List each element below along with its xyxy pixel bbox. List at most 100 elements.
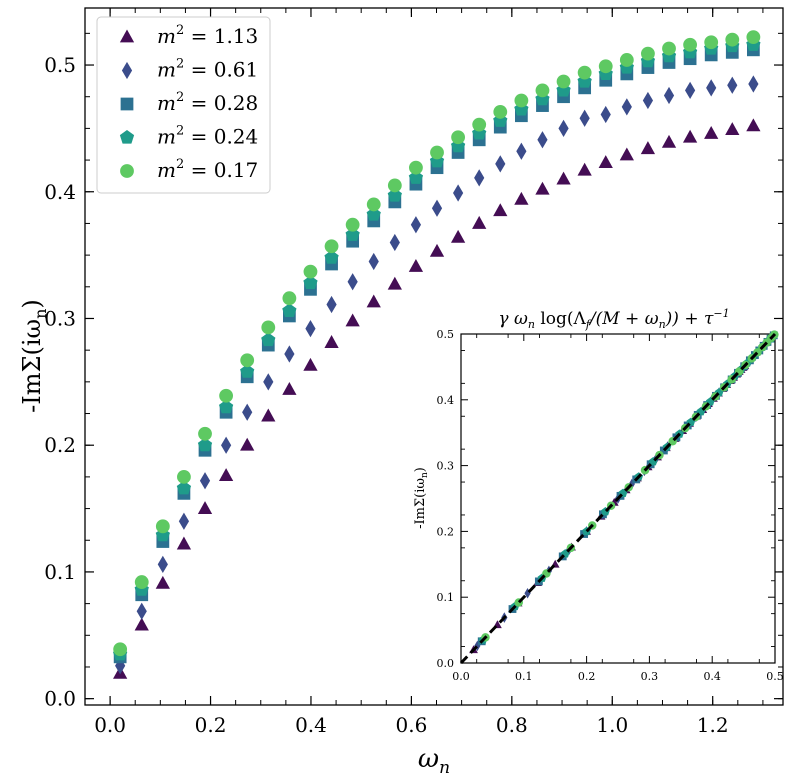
data-point xyxy=(387,276,402,290)
data-point xyxy=(134,575,149,589)
data-point xyxy=(218,468,234,482)
data-point xyxy=(577,162,592,176)
data-point xyxy=(663,86,675,105)
data-point xyxy=(451,130,466,145)
data-point xyxy=(704,35,719,50)
data-point xyxy=(155,519,170,534)
main-x-tick-label: 0.8 xyxy=(496,713,528,737)
data-point xyxy=(706,79,717,97)
inset-data-point xyxy=(628,478,635,490)
data-point xyxy=(514,93,529,108)
inset-y-tick-label: 0.1 xyxy=(437,591,455,604)
data-point xyxy=(324,335,339,348)
data-point xyxy=(725,122,740,136)
data-point xyxy=(600,105,611,124)
data-point xyxy=(134,617,149,631)
inset-x-tick-label: 0.0 xyxy=(452,670,470,683)
data-point xyxy=(305,319,316,338)
data-point xyxy=(453,184,464,202)
main-x-tick-label: 0.6 xyxy=(395,713,427,737)
data-point xyxy=(409,160,423,175)
legend-label: m2 = 0.61 xyxy=(157,57,258,82)
data-point xyxy=(704,125,719,139)
main-y-tick-label: 0.0 xyxy=(44,687,76,711)
data-point xyxy=(683,37,698,52)
data-point xyxy=(662,41,676,56)
data-point xyxy=(535,83,550,98)
data-point xyxy=(303,264,318,279)
data-point xyxy=(619,53,634,67)
data-point xyxy=(556,171,571,185)
main-x-tick-label: 0.4 xyxy=(295,713,327,737)
data-point xyxy=(178,512,190,530)
data-point xyxy=(642,91,654,110)
data-point xyxy=(261,408,276,422)
inset-x-tick-label: 0.2 xyxy=(578,670,596,683)
data-point xyxy=(157,555,168,573)
data-point xyxy=(474,169,485,187)
data-point xyxy=(619,147,634,161)
data-point xyxy=(410,216,422,234)
data-point xyxy=(537,131,548,149)
data-point xyxy=(368,252,379,271)
data-point xyxy=(197,501,213,514)
legend-label: m2 = 0.24 xyxy=(157,124,258,149)
data-point xyxy=(640,141,656,155)
inset-x-tick-label: 0.3 xyxy=(641,670,659,683)
data-point xyxy=(493,203,508,217)
data-point xyxy=(261,320,276,335)
inset-axis-ticks: 0.0 0.1 0.2 0.3 0.4 0.5 0.0 0.1 0.2 0.3 0.4 0.5 xyxy=(437,328,784,683)
data-point xyxy=(198,426,212,441)
data-point xyxy=(345,227,360,241)
legend-marker xyxy=(119,29,135,43)
inset-reference-line xyxy=(459,332,777,665)
legend-marker xyxy=(120,97,134,111)
data-point xyxy=(282,303,297,317)
legend-marker xyxy=(120,164,134,178)
data-point xyxy=(472,215,487,229)
inset-data-point xyxy=(659,446,668,455)
inset-y-tick-label: 0.4 xyxy=(437,394,455,407)
main-plot: 0.0 0.2 0.4 0.6 0.8 1.0 1.20.00.10.20.30.40.5 … xyxy=(18,7,784,778)
inset-x-tick-label: 0.1 xyxy=(515,670,533,683)
data-point xyxy=(347,273,358,291)
data-point xyxy=(472,117,487,132)
data-point xyxy=(493,105,508,119)
data-point xyxy=(725,32,740,47)
data-point xyxy=(242,403,253,421)
data-point xyxy=(429,243,445,257)
inset-x-tick-label: 0.4 xyxy=(703,670,721,683)
data-point xyxy=(727,76,738,94)
data-point xyxy=(748,75,759,93)
legend-items: m2 = 1.13 m2 = 0.61 m2 = 0.28 m2 = 0.24 m2 =… xyxy=(119,23,258,182)
legend-marker xyxy=(121,61,133,80)
main-x-tick-label: 0.2 xyxy=(195,713,227,737)
main-y-tick-label: 0.5 xyxy=(44,53,76,77)
data-point xyxy=(661,134,677,148)
data-point xyxy=(282,291,297,306)
data-point xyxy=(682,129,698,143)
y-axis-label: -ImΣ(iωn) xyxy=(18,299,50,413)
data-point xyxy=(261,332,276,347)
main-data-points xyxy=(113,30,761,679)
data-point xyxy=(303,357,318,371)
data-point xyxy=(598,155,613,169)
inset-y-tick-label: 0.3 xyxy=(437,460,455,473)
inset-plot: 0.0 0.1 0.2 0.3 0.4 0.5 0.0 0.1 0.2 0.3 0.4 0.5 γ ω… xyxy=(413,307,784,683)
data-point xyxy=(598,59,613,74)
data-point xyxy=(345,313,360,327)
data-point xyxy=(387,178,402,193)
inset-x-tick-label: 0.5 xyxy=(766,670,784,683)
data-point xyxy=(746,30,761,45)
inset-y-tick-label: 0.5 xyxy=(437,328,455,341)
data-point xyxy=(621,98,632,116)
data-point xyxy=(240,364,255,378)
data-point xyxy=(218,399,234,414)
main-plot-frame xyxy=(84,7,784,706)
inset-y-tick-label: 0.0 xyxy=(437,657,455,670)
legend-label: m2 = 1.13 xyxy=(157,23,258,48)
data-point xyxy=(577,65,592,80)
legend-label: m2 = 0.17 xyxy=(157,157,258,182)
data-point xyxy=(641,46,655,61)
